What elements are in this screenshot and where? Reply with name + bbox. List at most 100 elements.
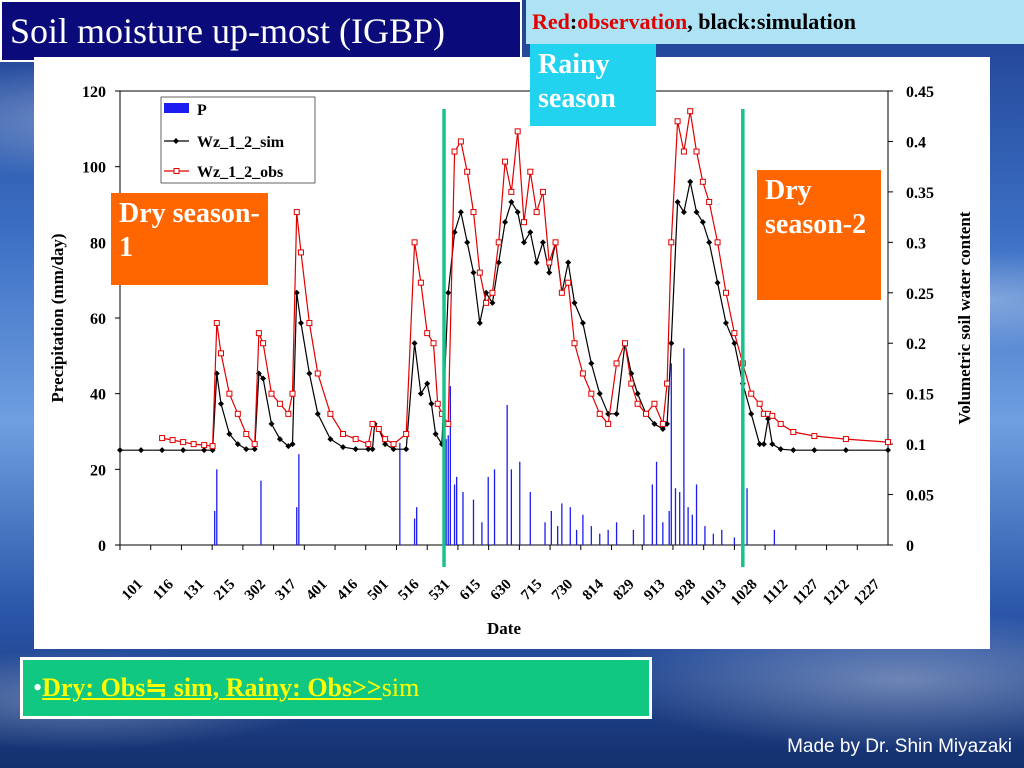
axes-group bbox=[115, 90, 893, 550]
y-tick-label: 120 bbox=[82, 84, 106, 101]
sim-point bbox=[687, 178, 694, 185]
legend-swatch-p bbox=[164, 103, 189, 113]
sim-point bbox=[533, 259, 540, 266]
summary-box: •Dry: Obs≒ sim, Rainy: Obs>>sim bbox=[20, 657, 652, 719]
legend-sep-2: : bbox=[749, 9, 757, 34]
sim-series bbox=[117, 178, 891, 454]
x-tick-label: 116 bbox=[150, 576, 177, 603]
legend-comma: , bbox=[687, 9, 693, 34]
sim-point bbox=[588, 360, 595, 367]
obs-point bbox=[365, 441, 372, 448]
obs-point bbox=[213, 320, 220, 327]
obs-point bbox=[527, 168, 534, 175]
obs-point bbox=[352, 436, 359, 443]
obs-point bbox=[693, 148, 700, 155]
sim-point bbox=[514, 209, 521, 216]
sim-point bbox=[285, 443, 292, 450]
obs-point bbox=[613, 360, 620, 367]
sim-point bbox=[693, 209, 700, 216]
summary-highlight: Dry: Obs≒ sim, Rainy: Obs>> bbox=[42, 673, 382, 702]
x-tick-label: 131 bbox=[180, 577, 207, 604]
obs-point bbox=[369, 420, 376, 427]
y-tick-label: 0 bbox=[98, 538, 106, 555]
obs-point bbox=[483, 299, 490, 306]
precip-bars bbox=[214, 348, 776, 545]
sim-point bbox=[546, 269, 553, 276]
obs-point bbox=[293, 209, 300, 216]
sim-point bbox=[464, 239, 471, 246]
sim-point bbox=[234, 441, 241, 448]
obs-point bbox=[756, 400, 763, 407]
y-axis-label: Precipitation (mm/day) bbox=[48, 233, 67, 402]
obs-point bbox=[234, 410, 241, 417]
obs-point bbox=[508, 188, 515, 195]
obs-point bbox=[674, 118, 681, 125]
y2-tick-label: 0.2 bbox=[906, 336, 926, 353]
sim-point bbox=[811, 447, 818, 454]
x-tick-label: 302 bbox=[242, 577, 269, 604]
obs-point bbox=[502, 158, 509, 165]
legend-sim-word: simulation bbox=[756, 9, 856, 34]
obs-point bbox=[558, 289, 565, 296]
sim-point bbox=[539, 239, 546, 246]
sim-point bbox=[306, 370, 313, 377]
x-tick-label: 531 bbox=[426, 577, 453, 604]
legend-label-obs: Wz_1_2_obs bbox=[197, 164, 283, 181]
sim-point bbox=[565, 259, 572, 266]
y-tick-label: 80 bbox=[90, 235, 106, 252]
dry-season-2-label: Dry season-2 bbox=[757, 170, 881, 300]
y2-axis-label: Volumetric soil water content bbox=[955, 211, 974, 424]
sim-point bbox=[748, 410, 755, 417]
obs-point bbox=[411, 239, 418, 246]
sim-point bbox=[579, 320, 586, 327]
obs-point bbox=[634, 400, 641, 407]
obs-point bbox=[596, 410, 603, 417]
sim-point bbox=[699, 219, 706, 226]
sim-point bbox=[260, 375, 267, 382]
y2-tick-label: 0.1 bbox=[906, 437, 926, 454]
obs-point bbox=[714, 239, 721, 246]
obs-point bbox=[777, 420, 784, 427]
y2-tick-label: 0.4 bbox=[906, 134, 926, 151]
obs-point bbox=[651, 400, 658, 407]
obs-point bbox=[382, 436, 389, 443]
x-tick-label: 715 bbox=[518, 577, 545, 604]
obs-point bbox=[588, 390, 595, 397]
obs-point bbox=[209, 443, 216, 450]
rainy-season-label: Rainy season bbox=[530, 44, 656, 126]
x-tick-label: 215 bbox=[211, 577, 238, 604]
obs-point bbox=[285, 410, 292, 417]
sim-point bbox=[706, 239, 713, 246]
sim-point bbox=[365, 446, 372, 453]
obs-point bbox=[260, 340, 267, 347]
obs-point bbox=[659, 420, 666, 427]
obs-point bbox=[424, 330, 431, 337]
sim-point bbox=[117, 447, 123, 454]
obs-point bbox=[255, 330, 262, 337]
sim-point bbox=[201, 447, 208, 454]
sim-point bbox=[489, 299, 496, 306]
x-tick-label: 928 bbox=[672, 577, 699, 604]
obs-point bbox=[790, 429, 797, 436]
sim-point bbox=[251, 446, 258, 453]
x-tick-label: 913 bbox=[641, 577, 668, 604]
legend-marker-obs bbox=[173, 168, 180, 174]
obs-point bbox=[180, 439, 187, 446]
bullet: • bbox=[33, 673, 43, 702]
obs-point bbox=[842, 436, 849, 443]
x-tick-label: 829 bbox=[610, 577, 637, 604]
sim-point bbox=[180, 447, 187, 454]
x-tick-label: 1112 bbox=[760, 577, 791, 608]
sim-point bbox=[432, 431, 439, 438]
y2-tick-label: 0.3 bbox=[906, 235, 926, 252]
sim-point bbox=[382, 441, 389, 448]
x-tick-label: 615 bbox=[457, 577, 484, 604]
sim-point bbox=[457, 209, 464, 216]
dry-season-1-label: Dry season-1 bbox=[111, 193, 268, 285]
sim-point bbox=[445, 289, 452, 296]
sim-point bbox=[659, 425, 666, 432]
sim-point bbox=[651, 420, 658, 427]
obs-point bbox=[668, 239, 675, 246]
obs-point bbox=[297, 249, 304, 256]
sim-point bbox=[508, 198, 515, 205]
